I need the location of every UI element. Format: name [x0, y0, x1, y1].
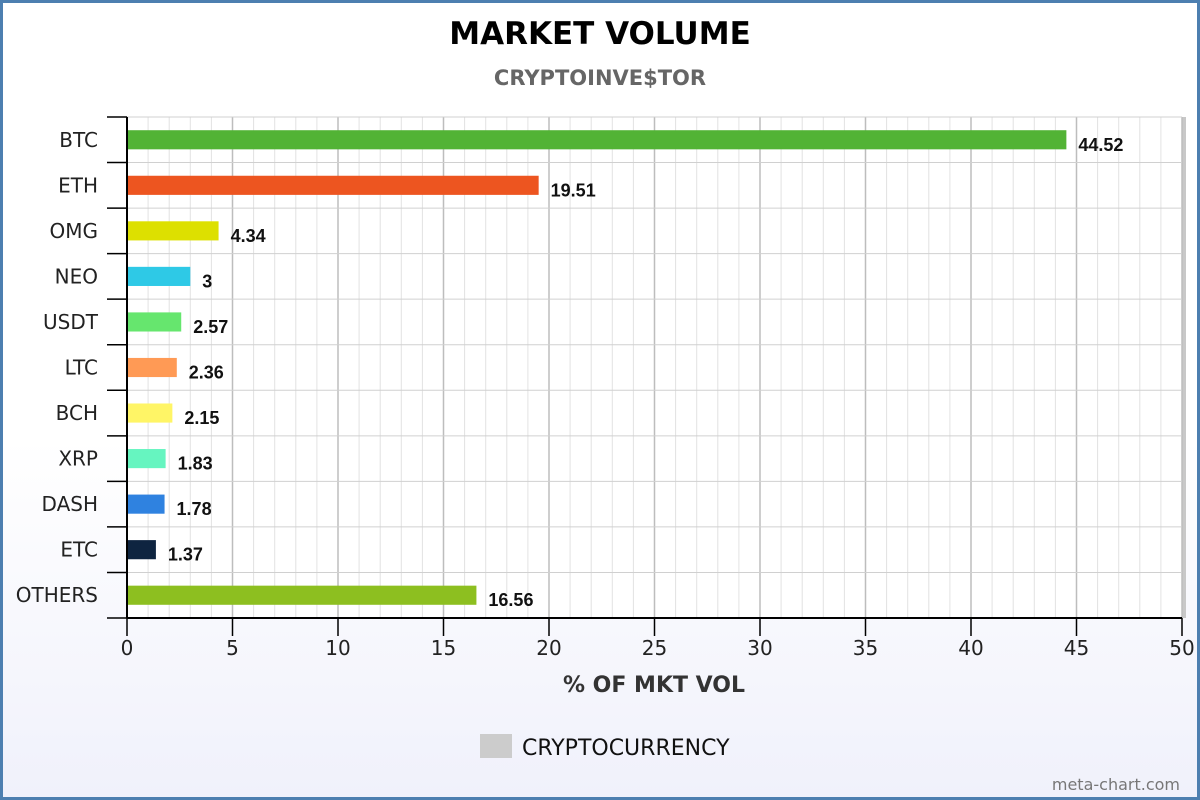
data-label: 2.36 [189, 363, 224, 383]
bar-usdt [127, 312, 182, 332]
category-label: LTC [65, 356, 98, 380]
x-tick-label: 35 [853, 636, 878, 660]
credit-text: meta-chart.com [1052, 775, 1180, 794]
x-tick-label: 50 [1169, 636, 1194, 660]
category-label: BCH [56, 401, 98, 425]
bar-eth [127, 175, 539, 195]
data-label: 1.83 [178, 454, 213, 474]
x-tick-label: 10 [325, 636, 350, 660]
x-tick-label: 5 [226, 636, 239, 660]
x-tick-label: 40 [958, 636, 983, 660]
x-tick-label: 45 [1064, 636, 1089, 660]
data-label: 1.37 [168, 545, 203, 565]
data-label: 1.78 [177, 499, 212, 519]
category-label: BTC [59, 128, 98, 152]
x-axis-title: % OF MKT VOL [563, 673, 745, 698]
data-label: 2.15 [184, 408, 219, 428]
category-label: ETC [60, 538, 98, 562]
x-tick-label: 15 [431, 636, 456, 660]
bar-etc [127, 540, 156, 560]
x-tick-label: 0 [121, 636, 134, 660]
grid-lines [127, 116, 1183, 619]
bar-xrp [127, 449, 166, 469]
bars-group [127, 130, 1067, 605]
category-label: OTHERS [16, 583, 98, 607]
category-label: ETH [58, 173, 98, 197]
data-label: 19.51 [551, 180, 596, 200]
axes [107, 116, 1183, 636]
bar-ltc [127, 357, 177, 378]
x-tick-label: 20 [536, 636, 561, 660]
legend-swatch [480, 734, 512, 758]
bar-dash [127, 494, 165, 514]
data-label: 4.34 [231, 226, 266, 246]
category-label: XRP [58, 447, 98, 471]
data-label: 16.56 [488, 590, 533, 610]
data-label: 3 [202, 271, 212, 291]
bar-others [127, 585, 477, 605]
chart-title: MARKET VOLUME [449, 16, 751, 52]
bar-omg [127, 221, 219, 241]
data-label: 44.52 [1078, 135, 1123, 155]
x-tick-label: 30 [747, 636, 772, 660]
category-label: NEO [55, 264, 98, 288]
bar-btc [127, 130, 1067, 150]
legend-label: CRYPTOCURRENCY [522, 736, 730, 761]
category-label: USDT [43, 310, 99, 334]
labels-group: BTC 44.52 ETH 19.51 OMG 4.34 NEO 3 USDT 2.57 LTC 2.… [16, 128, 1195, 660]
bar-bch [127, 403, 173, 423]
category-label: OMG [50, 219, 99, 243]
legend: CRYPTOCURRENCY [480, 734, 730, 761]
data-label: 2.57 [193, 317, 228, 337]
bar-neo [127, 266, 191, 286]
category-label: DASH [42, 492, 98, 516]
chart-subtitle: CRYPTOINVE$TOR [494, 66, 706, 90]
x-tick-label: 25 [642, 636, 667, 660]
